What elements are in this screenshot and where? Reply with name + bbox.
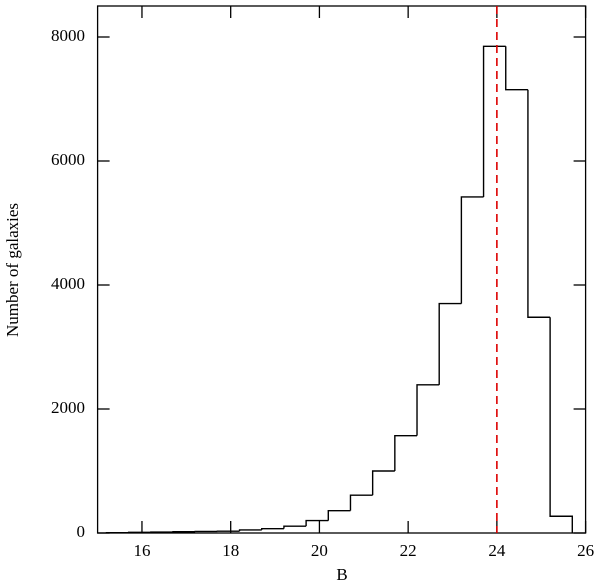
- histogram-bar: [349, 494, 373, 511]
- plot-frame: [96, 5, 587, 534]
- x-tick-label: 22: [400, 541, 417, 560]
- y-tick-label: 2000: [51, 398, 85, 417]
- x-axis-label: B: [336, 565, 347, 584]
- histogram-bar: [416, 384, 440, 436]
- histogram-bar: [394, 434, 418, 471]
- x-tick-label: 20: [311, 541, 328, 560]
- histogram-bar: [238, 529, 262, 532]
- x-tick-label: 24: [488, 541, 506, 560]
- histogram-bar: [305, 519, 329, 527]
- y-tick-label: 8000: [51, 26, 85, 45]
- x-tick-label: 18: [222, 541, 239, 560]
- y-tick-label: 4000: [51, 274, 85, 293]
- histogram-bar: [261, 527, 284, 530]
- y-axis-label: Number of galaxies: [3, 203, 22, 337]
- histogram-bar: [283, 525, 307, 529]
- histogram-bar: [460, 196, 484, 304]
- histogram-bar: [327, 509, 351, 521]
- x-tick-label: 16: [133, 541, 150, 560]
- y-tick-label: 6000: [51, 150, 85, 169]
- histogram-bar: [371, 470, 395, 496]
- histogram-bar: [438, 302, 462, 385]
- histogram-bar: [482, 45, 506, 197]
- histogram-bar: [527, 89, 551, 318]
- histogram-bar: [505, 46, 528, 91]
- x-tick-label: 26: [577, 541, 594, 560]
- histogram-bar: [549, 317, 573, 533]
- y-tick-label: 0: [77, 522, 86, 541]
